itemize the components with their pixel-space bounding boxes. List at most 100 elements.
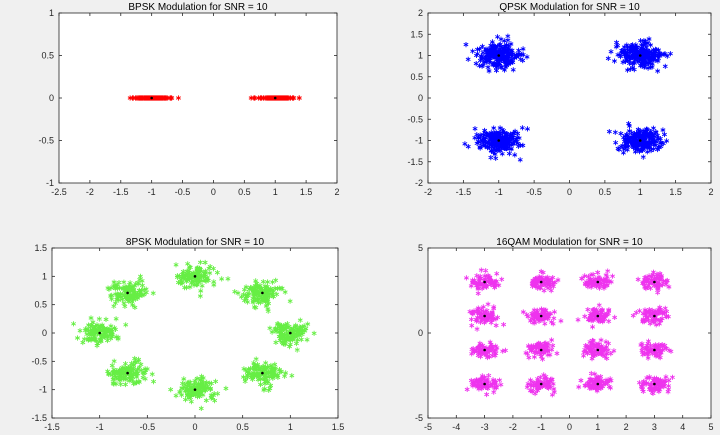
x-tick-label: 1 [288,422,293,430]
plot-area [59,13,337,183]
ideal-constellation-point [289,331,292,335]
ideal-constellation-point [596,314,600,318]
data-layer [127,95,302,101]
y-tick-label: -0.5 [31,356,47,366]
y-tick-label: 0 [418,328,423,338]
ideal-constellation-point [193,275,197,278]
x-tick-label: -1 [96,422,104,430]
ideal-constellation-point [497,139,501,142]
y-tick-label: -5 [415,413,423,423]
x-tick-label: 0 [567,187,572,197]
x-tick-label: 0.5 [238,187,251,197]
x-tick-label: -1.5 [44,422,60,430]
y-tick-label: 1 [418,51,423,61]
y-tick-label: -1.5 [31,413,47,423]
x-tick-label: 5 [708,422,713,430]
x-tick-label: 2 [334,187,339,197]
x-tick-label: 1.5 [300,187,313,197]
x-tick-label: -3 [481,422,489,430]
subplot-1: -2.5 -2 -1.5 -1 -0.5 0 0.5 1 1.5 2 -1 -0.5 0 0.5 1 BPSK… [38,2,339,197]
plot-area [428,13,711,183]
y-tick-label: 0 [42,328,47,338]
ideal-constellation-point [497,54,501,57]
subplot-3: -1.5 -1 -0.5 0 0.5 1 1.5 -1.5 -1 -0.5 0 0.5 1 1.5 8PSK… [31,237,345,432]
received-symbol-points [462,33,673,163]
y-tick-label: -0.5 [407,114,423,124]
x-tick-label: 4 [680,422,685,430]
y-tick-label: 1 [42,271,47,281]
y-tick-label: 1.5 [410,29,423,39]
ideal-constellation-point [261,371,264,375]
ideal-constellation-point [539,314,543,318]
y-tick-label: -1 [46,178,54,188]
ideal-constellation-point [126,291,129,295]
y-tick-label: 0.5 [41,51,54,61]
ideal-constellation-point [539,382,543,386]
x-tick-label: 2 [624,422,629,430]
received-symbol-points [71,259,317,411]
ideal-constellation-series [497,54,642,142]
x-tick-label: 1.5 [332,422,345,430]
ideal-constellation-point [539,280,543,284]
y-tick-label: 2 [418,8,423,18]
ideal-constellation-point [653,348,656,352]
subplot-title: QPSK Modulation for SNR = 10 [499,2,640,13]
x-tick-label: 2 [708,187,713,197]
y-tick-label: -1 [415,136,423,146]
x-tick-label: 1 [595,422,600,430]
ideal-constellation-point [596,280,600,284]
subplot-2: -2 -1.5 -1 -0.5 0 0.5 1 1.5 2 -2 -1.5 -1 -0.5 0 0.5 1 1.… [407,2,713,197]
x-tick-label: -1.5 [113,187,129,197]
received-symbols-series [71,259,317,411]
x-tick-label: -0.5 [526,187,542,197]
y-tick-label: -1.5 [407,157,423,167]
ideal-constellation-point [596,382,600,386]
y-tick-label: 1.5 [34,243,47,253]
x-tick-label: -0.5 [175,187,191,197]
y-tick-label: -0.5 [38,136,54,146]
y-tick-label: 0 [418,93,423,103]
x-tick-label: -1.5 [456,187,472,197]
received-symbols-series [462,33,673,163]
x-tick-label: -1 [537,422,545,430]
ideal-constellation-point [596,348,600,352]
y-tick-label: -1 [39,385,47,395]
x-tick-label: 0.5 [236,422,249,430]
x-tick-label: 3 [652,422,657,430]
data-layer [71,259,317,411]
x-tick-label: 0 [211,187,216,197]
subplot-4: -5 -4 -3 -2 -1 0 1 2 3 4 5 -5 0 5 16QAM Modulation for… [415,237,714,432]
ideal-constellation-point [653,314,656,318]
y-tick-label: 0.5 [410,72,423,82]
ideal-constellation-point [638,139,642,142]
ideal-constellation-point [653,382,656,386]
ideal-constellation-point [483,280,486,284]
y-tick-label: -2 [415,178,423,188]
ideal-constellation-point [150,96,153,100]
x-tick-label: -2.5 [51,187,67,197]
x-tick-label: 0 [567,422,572,430]
ideal-constellation-point [261,291,264,295]
ideal-constellation-point [98,331,101,335]
x-tick-label: -2 [424,187,432,197]
y-tick-label: 1 [49,8,54,18]
x-tick-label: -2 [86,187,94,197]
ideal-constellation-point [638,54,642,57]
data-layer [463,267,675,398]
ideal-constellation-point [483,348,486,352]
x-tick-label: 1 [273,187,278,197]
x-tick-label: -4 [452,422,460,430]
y-tick-label: 0 [49,93,54,103]
ideal-constellation-point [483,314,486,318]
x-tick-label: 1.5 [669,187,682,197]
y-tick-label: 5 [418,243,423,253]
subplot-title: 8PSK Modulation for SNR = 10 [126,237,265,248]
x-tick-label: 0.5 [599,187,612,197]
x-tick-label: -2 [509,422,517,430]
ideal-constellation-point [126,371,129,375]
ideal-constellation-point [193,388,197,391]
x-tick-label: -0.5 [140,422,156,430]
ideal-constellation-point [483,382,486,386]
